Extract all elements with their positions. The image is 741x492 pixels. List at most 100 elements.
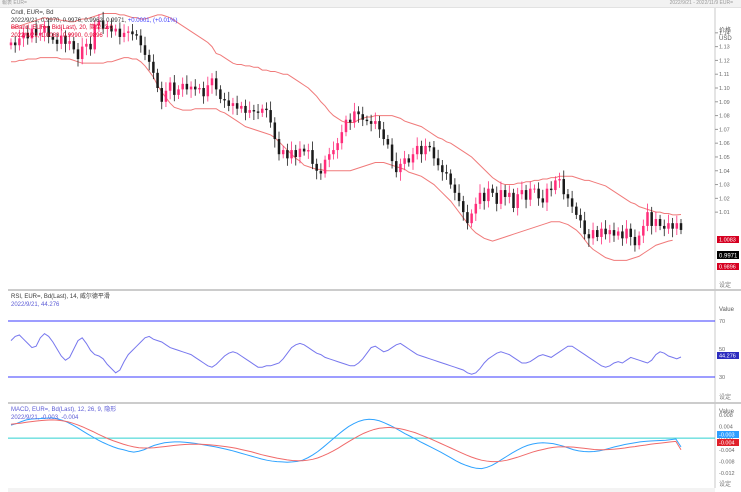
candle-body	[127, 31, 130, 33]
candle-body	[219, 89, 222, 100]
candle-body	[210, 78, 214, 86]
price-axis-currency: USD	[719, 36, 732, 42]
candle-body	[93, 24, 96, 50]
rsi-tick-label: 70	[719, 319, 725, 325]
price-tick-label: 1.14	[719, 31, 730, 37]
price-legend: Cndl, EUR=, Bd 2022/9/21, 0.9970, 0.9976…	[11, 10, 177, 40]
rsi-legend-values: 2022/9/21, 44.276	[11, 301, 60, 308]
candle-body	[265, 108, 268, 111]
candle-body	[277, 139, 281, 155]
price-tick-label: 1.02	[719, 196, 730, 202]
candle-body	[633, 236, 637, 246]
bollinger-lower-line	[11, 57, 673, 261]
candle-body	[520, 190, 524, 195]
candle-body	[570, 198, 574, 207]
candle-body	[491, 188, 494, 193]
candle-body	[256, 111, 260, 113]
candle-body	[445, 172, 448, 174]
candle-body	[89, 43, 92, 50]
candle-body	[399, 163, 402, 173]
price-tick-label: 1.09	[719, 100, 730, 106]
macd-legend-title: MACD, EUR=, Bd(Last), 12, 26, 9, 隐形	[11, 407, 117, 413]
price-axis-title: 价格	[719, 26, 731, 34]
candle-body	[508, 192, 511, 197]
last-price-tag	[717, 251, 739, 259]
candle-body	[671, 223, 674, 229]
candle-body	[457, 192, 461, 202]
candle-body	[231, 103, 235, 106]
candle-body	[365, 119, 369, 122]
macd-axis-title: Value	[719, 409, 735, 415]
candle-body	[357, 111, 360, 115]
candle-body	[474, 203, 478, 214]
candle-body	[240, 105, 243, 109]
candle-body	[600, 228, 603, 237]
candle-body	[587, 234, 591, 239]
macd-tick-label: 0.008	[719, 413, 733, 419]
macd-legend: MACD, EUR=, Bd(Last), 12, 26, 9, 隐形 2022…	[11, 407, 116, 422]
candle-body	[135, 34, 138, 36]
candle-body	[298, 148, 302, 157]
candle-body	[667, 223, 670, 229]
candle-body	[118, 28, 122, 37]
candle-body	[642, 225, 645, 236]
candle-body	[395, 161, 398, 173]
candle-body	[369, 121, 373, 124]
candle-body	[466, 212, 469, 224]
candle-body	[214, 78, 218, 90]
price-settings-label[interactable]: 设定	[719, 281, 731, 289]
candle-body	[286, 150, 289, 159]
candle-body	[575, 206, 578, 215]
price-axis-ticks: 1.14 1.13 1.12 1.11 1.10 1.09 1.08 1.07 1.06 1.05…	[715, 31, 730, 216]
candle-body	[244, 105, 247, 113]
candle-body	[424, 145, 427, 155]
price-tick-label: 1.12	[719, 58, 730, 64]
candle-body	[495, 192, 498, 204]
candle-body	[658, 219, 662, 226]
candle-body	[436, 158, 440, 166]
candle-body	[131, 31, 134, 35]
price-tick-label: 1.01	[719, 210, 730, 216]
candle-body	[51, 36, 55, 40]
rsi-line	[10, 332, 682, 375]
title-bar: 報表 EUR= 2022/9/21 - 2022/11/9 EUR=	[0, 0, 741, 8]
candle-body	[160, 88, 163, 102]
price-panel-bg	[8, 8, 715, 288]
candlesticks	[9, 11, 683, 252]
candle-body	[9, 42, 13, 46]
candle-body	[562, 179, 565, 195]
rsi-tick-label: 50	[719, 347, 725, 353]
candle-body	[533, 188, 536, 190]
candle-body	[68, 41, 71, 44]
candle-body	[168, 82, 172, 91]
candle-body	[340, 132, 344, 144]
price-tick-label: 1.04	[719, 169, 730, 175]
candle-body	[499, 190, 503, 204]
candle-body	[18, 38, 21, 46]
rsi-axis-ticks: 70 50 30	[719, 319, 725, 381]
macd-panel-bg	[8, 405, 715, 487]
upper-band-tag	[717, 236, 739, 243]
price-tick-label: 1.11	[719, 72, 729, 78]
candle-body	[524, 190, 528, 200]
candle-body	[55, 39, 59, 44]
rsi-value-tag-text: 44.276	[719, 354, 736, 360]
macd-settings-label[interactable]: 设定	[719, 480, 731, 488]
last-price-tag-text: 0.9971	[719, 253, 738, 259]
rsi-lines	[8, 320, 715, 378]
candle-body	[223, 99, 226, 101]
candle-body	[47, 25, 50, 37]
candle-body	[101, 20, 105, 29]
macd-tick-label: -0.008	[719, 459, 735, 465]
candle-body	[248, 110, 251, 113]
rsi-axis-title: Value	[719, 307, 735, 313]
rsi-settings-label[interactable]: 设定	[719, 393, 731, 401]
candle-body	[608, 230, 612, 235]
candle-values: 2022/9/21, 0.9970, 0.9976, 0.9962, 0.997…	[11, 18, 177, 26]
candle-body	[420, 145, 423, 155]
candle-body	[261, 108, 264, 113]
candle-body	[378, 121, 381, 130]
price-tick-label: 1.13	[719, 45, 730, 51]
candle-body	[22, 32, 25, 39]
